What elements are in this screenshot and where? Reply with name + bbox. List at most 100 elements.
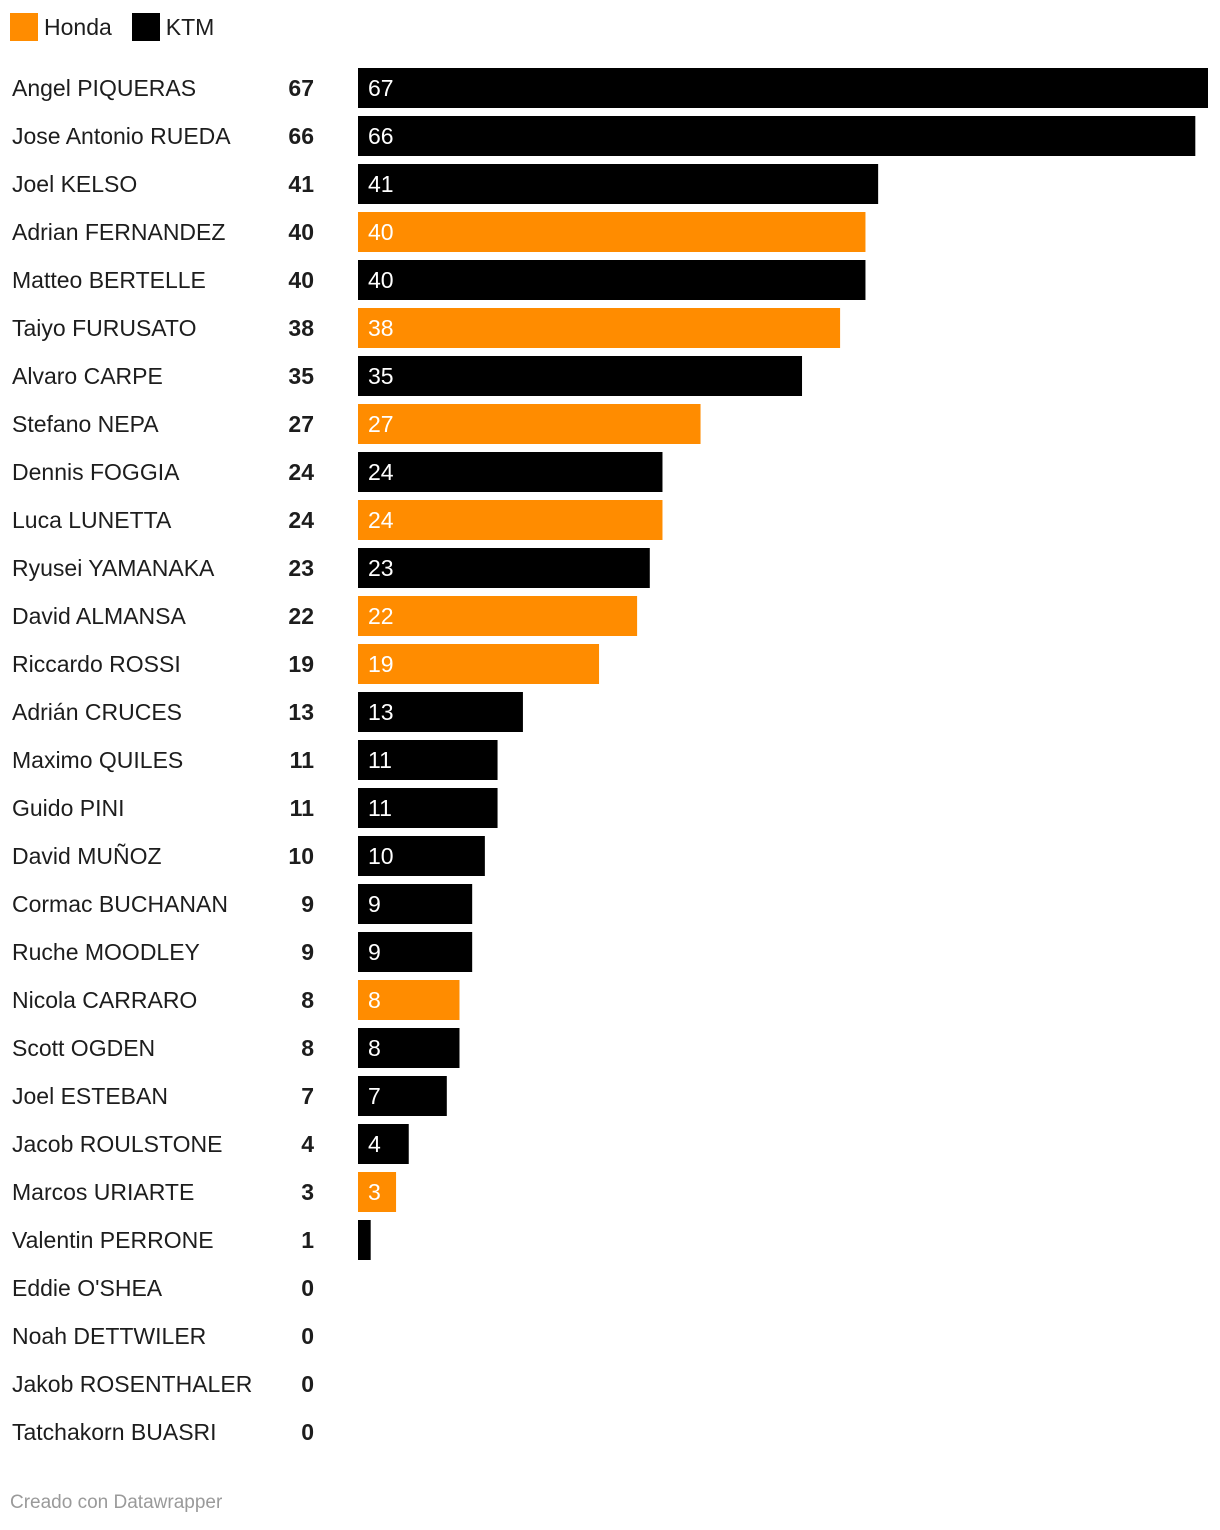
bar-row-joel-esteban: Joel ESTEBAN 7 7: [12, 1076, 447, 1116]
bar-label-dennis-foggia: 24: [368, 459, 394, 485]
bar-row-ryusei-yamanaka: Ryusei YAMANAKA 23 23: [12, 548, 650, 588]
rider-name-joel-esteban: Joel ESTEBAN: [12, 1083, 168, 1109]
legend-swatch-ktm: [131, 13, 160, 41]
points-value-joel-kelso: 41: [288, 171, 314, 197]
points-value-noah-dettwiler: 0: [301, 1323, 314, 1349]
rider-name-nicola-carraro: Nicola CARRARO: [12, 987, 197, 1013]
rider-name-stefano-nepa: Stefano NEPA: [12, 411, 159, 437]
bar-dennis-foggia: [358, 452, 663, 492]
bar-row-valentin-perrone: Valentin PERRONE 1: [12, 1220, 371, 1260]
bar-row-nicola-carraro: Nicola CARRARO 8 8: [12, 980, 460, 1020]
bar-row-tatchakorn-buasri: Tatchakorn BUASRI 0: [12, 1419, 314, 1445]
rider-name-ryusei-yamanaka: Ryusei YAMANAKA: [12, 555, 215, 581]
bar-stefano-nepa: [358, 404, 701, 444]
bar-label-maximo-quiles: 11: [368, 747, 392, 773]
bar-label-taiyo-furusato: 38: [368, 315, 394, 341]
bar-label-adrian-fernandez: 40: [368, 219, 394, 245]
points-value-matteo-bertelle: 40: [288, 267, 314, 293]
bar-adrian-fernandez: [358, 212, 866, 252]
bar-row-jakob-rosenthaler: Jakob ROSENTHALER 0: [12, 1371, 314, 1397]
rider-name-angel-piqueras: Angel PIQUERAS: [12, 75, 196, 101]
points-value-riccardo-rossi: 19: [288, 651, 314, 677]
bar-david-almansa: [358, 596, 638, 636]
bar-jose-antonio-rueda: [358, 116, 1196, 156]
bar-ryusei-yamanaka: [358, 548, 650, 588]
rider-name-jakob-rosenthaler: Jakob ROSENTHALER: [12, 1371, 252, 1397]
points-value-adrian-fernandez: 40: [288, 219, 314, 245]
bar-label-jose-antonio-rueda: 66: [368, 123, 394, 149]
points-value-jose-antonio-rueda: 66: [288, 123, 314, 149]
points-value-eddie-o-shea: 0: [301, 1275, 314, 1301]
points-value-david-almansa: 22: [288, 603, 314, 629]
bar-label-luca-lunetta: 24: [368, 507, 394, 533]
bar-alvaro-carpe: [358, 356, 803, 396]
bar-label-jacob-roulstone: 4: [368, 1131, 381, 1157]
bar-guido-pini: [358, 788, 498, 828]
bar-david-munoz: [358, 836, 485, 876]
bar-scott-ogden: [358, 1028, 460, 1068]
rider-name-adrian-fernandez: Adrian FERNANDEZ: [12, 219, 225, 245]
bar-row-david-munoz: David MUÑOZ 10 10: [12, 836, 485, 876]
rider-name-riccardo-rossi: Riccardo ROSSI: [12, 651, 181, 677]
points-value-adrian-cruces: 13: [288, 699, 314, 725]
bar-row-scott-ogden: Scott OGDEN 8 8: [12, 1028, 460, 1068]
points-value-marcos-uriarte: 3: [301, 1179, 314, 1205]
bar-adrian-cruces: [358, 692, 523, 732]
points-value-guido-pini: 11: [290, 795, 315, 821]
bar-label-ruche-moodley: 9: [368, 939, 381, 965]
bar-label-joel-kelso: 41: [368, 171, 394, 197]
bar-row-dennis-foggia: Dennis FOGGIA 24 24: [12, 452, 663, 492]
bar-row-adrian-cruces: Adrián CRUCES 13 13: [12, 692, 523, 732]
bar-row-angel-piqueras: Angel PIQUERAS 67 67: [12, 68, 1208, 108]
bar-label-marcos-uriarte: 3: [368, 1179, 381, 1205]
points-value-angel-piqueras: 67: [288, 75, 314, 101]
bar-angel-piqueras: [358, 68, 1208, 108]
bar-label-david-almansa: 22: [368, 603, 394, 629]
bar-row-alvaro-carpe: Alvaro CARPE 35 35: [12, 356, 803, 396]
bar-label-cormac-buchanan: 9: [368, 891, 381, 917]
bar-row-matteo-bertelle: Matteo BERTELLE 40 40: [12, 260, 866, 300]
points-value-jacob-roulstone: 4: [301, 1131, 314, 1157]
rider-name-dennis-foggia: Dennis FOGGIA: [12, 459, 180, 485]
bar-row-taiyo-furusato: Taiyo FURUSATO 38 38: [12, 308, 841, 348]
points-value-david-munoz: 10: [288, 843, 314, 869]
points-value-ruche-moodley: 9: [301, 939, 314, 965]
bar-row-ruche-moodley: Ruche MOODLEY 9 9: [12, 932, 473, 972]
rider-name-ruche-moodley: Ruche MOODLEY: [12, 939, 200, 965]
bar-row-joel-kelso: Joel KELSO 41 41: [12, 164, 879, 204]
points-value-nicola-carraro: 8: [301, 987, 314, 1013]
bar-row-stefano-nepa: Stefano NEPA 27 27: [12, 404, 701, 444]
bar-label-angel-piqueras: 67: [368, 75, 394, 101]
bar-label-scott-ogden: 8: [368, 1035, 381, 1061]
bar-joel-esteban: [358, 1076, 447, 1116]
points-value-jakob-rosenthaler: 0: [301, 1371, 314, 1397]
bar-row-david-almansa: David ALMANSA 22 22: [12, 596, 638, 636]
bar-label-adrian-cruces: 13: [368, 699, 394, 725]
bar-row-cormac-buchanan: Cormac BUCHANAN 9 9: [12, 884, 473, 924]
bar-label-joel-esteban: 7: [368, 1083, 381, 1109]
legend-label-ktm: KTM: [165, 14, 215, 40]
rider-name-maximo-quiles: Maximo QUILES: [12, 747, 183, 773]
rider-name-alvaro-carpe: Alvaro CARPE: [12, 363, 163, 389]
rider-name-cormac-buchanan: Cormac BUCHANAN: [12, 891, 228, 917]
bar-row-jose-antonio-rueda: Jose Antonio RUEDA 66 66: [12, 116, 1196, 156]
bar-label-guido-pini: 11: [368, 795, 392, 821]
bar-label-alvaro-carpe: 35: [368, 363, 394, 389]
bar-luca-lunetta: [358, 500, 663, 540]
points-value-cormac-buchanan: 9: [301, 891, 314, 917]
rider-name-david-munoz: David MUÑOZ: [12, 843, 162, 869]
bar-row-eddie-o-shea: Eddie O'SHEA 0: [12, 1275, 314, 1301]
bar-row-maximo-quiles: Maximo QUILES 11 11: [12, 740, 498, 780]
points-value-maximo-quiles: 11: [290, 747, 315, 773]
rider-name-jose-antonio-rueda: Jose Antonio RUEDA: [12, 123, 231, 149]
rider-name-noah-dettwiler: Noah DETTWILER: [12, 1323, 206, 1349]
bar-row-marcos-uriarte: Marcos URIARTE 3 3: [12, 1172, 397, 1212]
footer-credit: Creado con Datawrapper: [10, 1492, 223, 1513]
rider-name-tatchakorn-buasri: Tatchakorn BUASRI: [12, 1419, 217, 1445]
rider-name-adrian-cruces: Adrián CRUCES: [12, 699, 182, 725]
legend-item-ktm: KTM: [131, 13, 215, 41]
points-value-luca-lunetta: 24: [288, 507, 314, 533]
bar-ruche-moodley: [358, 932, 473, 972]
bar-label-nicola-carraro: 8: [368, 987, 381, 1013]
bar-marcos-uriarte: [358, 1172, 397, 1212]
